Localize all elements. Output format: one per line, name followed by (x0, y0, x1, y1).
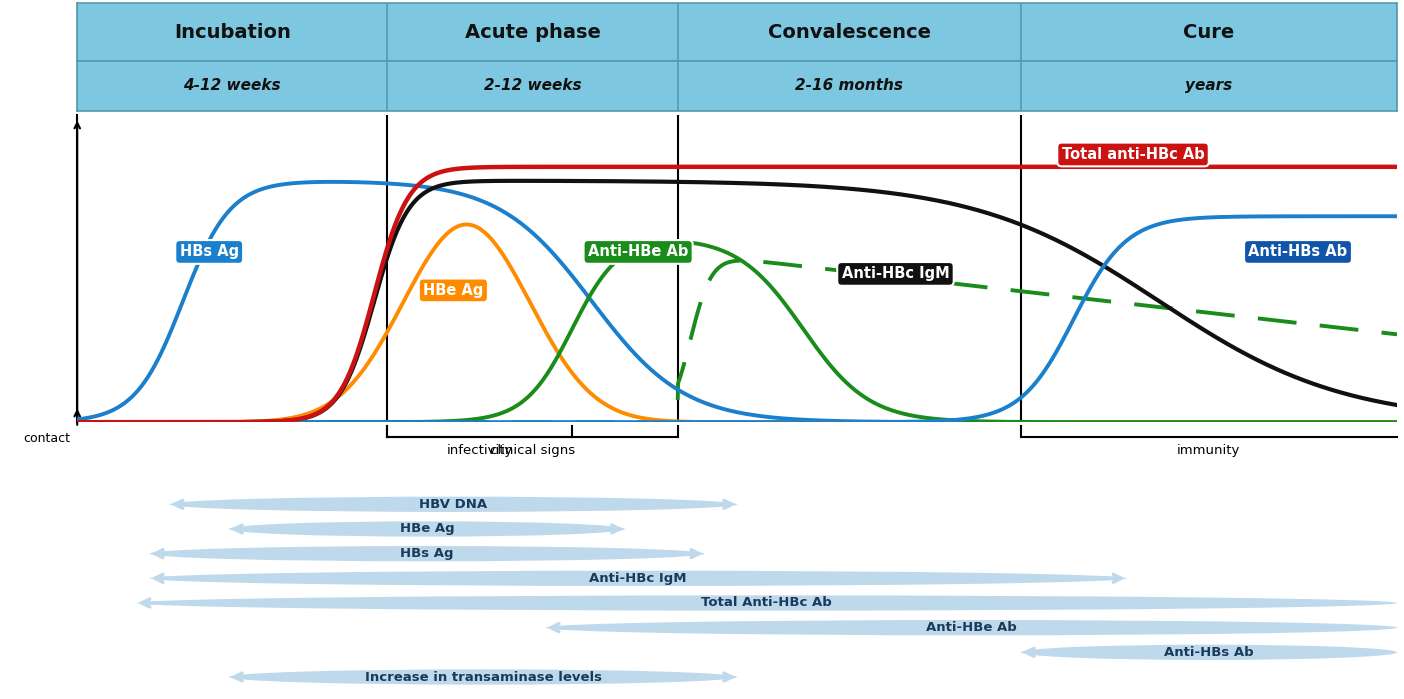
Text: Acute phase: Acute phase (465, 22, 601, 42)
Ellipse shape (170, 497, 737, 512)
Text: Total Anti-HBc Ab: Total Anti-HBc Ab (702, 596, 833, 610)
Text: Anti-HBc IgM: Anti-HBc IgM (590, 572, 687, 585)
Text: Anti-HBe Ab: Anti-HBe Ab (927, 621, 1016, 634)
Text: HBs Ag: HBs Ag (400, 547, 453, 560)
Ellipse shape (136, 596, 1397, 611)
Text: Anti-HBs Ab: Anti-HBs Ab (1164, 646, 1254, 659)
Text: infectivity: infectivity (446, 444, 512, 457)
Text: Cure: Cure (1184, 22, 1234, 42)
Ellipse shape (229, 521, 625, 537)
Text: HBe Ag: HBe Ag (400, 522, 455, 535)
Text: contact: contact (24, 432, 70, 445)
Ellipse shape (546, 620, 1397, 635)
Text: Incubation: Incubation (174, 22, 291, 42)
Ellipse shape (1021, 644, 1397, 660)
Text: immunity: immunity (1177, 444, 1241, 457)
Ellipse shape (229, 670, 737, 684)
Text: 2-16 months: 2-16 months (795, 78, 903, 94)
Text: years: years (1185, 78, 1233, 94)
Text: Anti-HBc IgM: Anti-HBc IgM (841, 266, 949, 282)
Text: HBs Ag: HBs Ag (180, 245, 239, 259)
Text: HBV DNA: HBV DNA (420, 498, 487, 511)
Text: Anti-HBe Ab: Anti-HBe Ab (588, 245, 688, 259)
Text: Anti-HBs Ab: Anti-HBs Ab (1248, 245, 1348, 259)
Text: HBe Ag: HBe Ag (423, 283, 483, 298)
Text: clinical signs: clinical signs (490, 444, 576, 457)
Ellipse shape (150, 570, 1126, 586)
Text: 2-12 weeks: 2-12 weeks (484, 78, 581, 94)
Text: 4-12 weeks: 4-12 weeks (184, 78, 281, 94)
Text: Increase in transaminase levels: Increase in transaminase levels (365, 670, 601, 684)
Text: Total anti-HBc Ab: Total anti-HBc Ab (1061, 147, 1205, 162)
Text: Convalescence: Convalescence (768, 22, 931, 42)
Ellipse shape (150, 546, 705, 561)
